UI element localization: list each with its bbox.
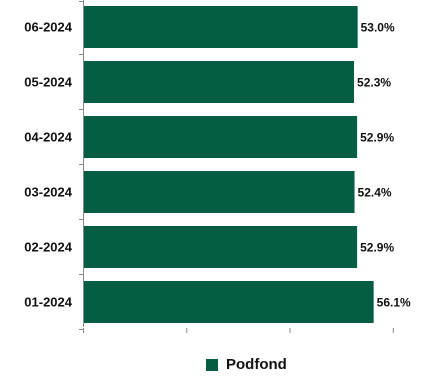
category-label: 02-2024	[24, 240, 72, 255]
value-label: 53.0%	[361, 21, 395, 35]
value-label: 52.3%	[357, 76, 391, 90]
bar	[84, 116, 358, 158]
value-label: 52.9%	[360, 241, 394, 255]
bar	[84, 171, 355, 213]
category-label: 05-2024	[24, 75, 72, 90]
value-label: 52.4%	[358, 186, 392, 200]
bar	[84, 281, 374, 323]
category-label: 01-2024	[24, 295, 72, 310]
bar	[84, 226, 358, 268]
bar	[84, 6, 358, 48]
legend-label: Podfond	[226, 356, 287, 373]
legend: Podfond	[206, 356, 287, 373]
value-label: 56.1%	[377, 296, 411, 310]
legend-swatch	[206, 358, 218, 371]
category-label: 03-2024	[24, 185, 72, 200]
category-label: 04-2024	[24, 130, 72, 145]
category-label: 06-2024	[24, 20, 72, 35]
bar	[84, 61, 355, 103]
value-label: 52.9%	[360, 131, 394, 145]
